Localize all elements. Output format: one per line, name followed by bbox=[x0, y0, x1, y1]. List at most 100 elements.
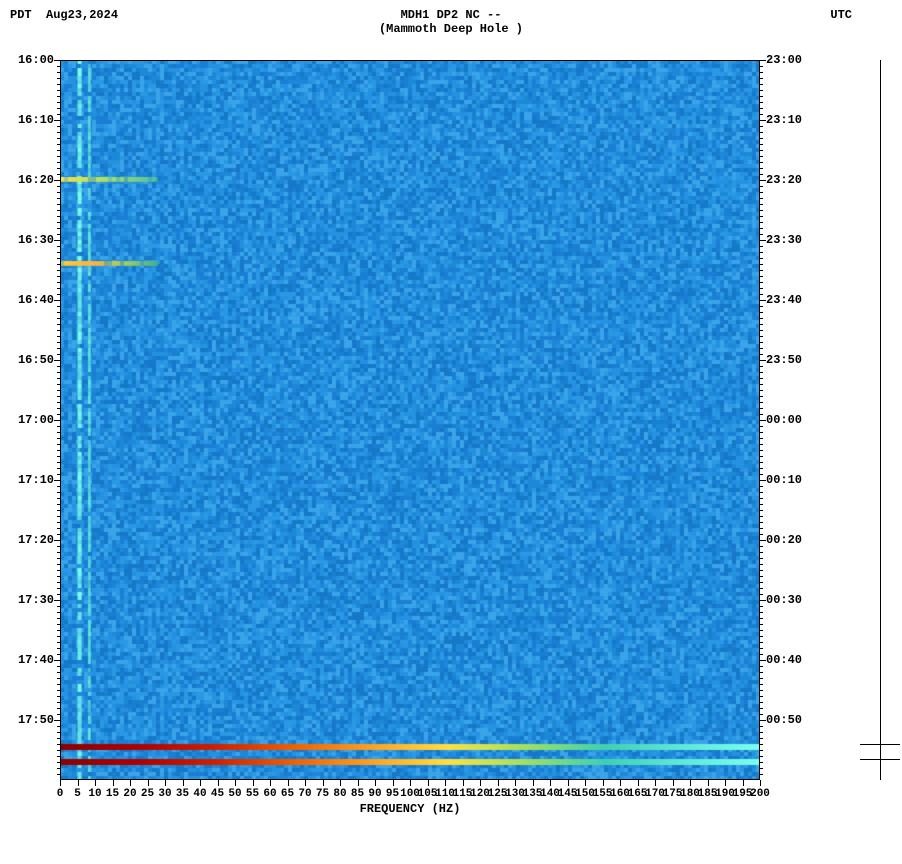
y-tick-minor bbox=[760, 768, 763, 769]
x-tick bbox=[480, 780, 481, 786]
y-tick-minor bbox=[760, 552, 763, 553]
x-tick bbox=[533, 780, 534, 786]
y-tick-minor bbox=[760, 276, 763, 277]
x-tick bbox=[760, 780, 761, 786]
y-tick-minor bbox=[760, 210, 763, 211]
y-tick-minor bbox=[760, 78, 763, 79]
subtitle: (Mammoth Deep Hole ) bbox=[0, 22, 902, 36]
x-tick bbox=[113, 780, 114, 786]
y-tick-minor bbox=[760, 636, 763, 637]
y-tick-minor bbox=[760, 564, 763, 565]
x-label: 85 bbox=[351, 788, 364, 800]
y-label-left: 17:50 bbox=[18, 713, 54, 727]
y-label-left: 16:00 bbox=[18, 53, 54, 67]
x-tick bbox=[585, 780, 586, 786]
y-tick-minor bbox=[760, 678, 763, 679]
y-tick-minor bbox=[760, 258, 763, 259]
y-tick-minor bbox=[760, 558, 763, 559]
y-tick-minor bbox=[760, 282, 763, 283]
x-tick bbox=[358, 780, 359, 786]
x-tick bbox=[165, 780, 166, 786]
y-tick-minor bbox=[760, 114, 763, 115]
y-tick-minor bbox=[760, 192, 763, 193]
x-label: 30 bbox=[158, 788, 171, 800]
x-tick bbox=[638, 780, 639, 786]
y-label-left: 17:20 bbox=[18, 533, 54, 547]
y-tick-minor bbox=[760, 186, 763, 187]
x-label: 45 bbox=[211, 788, 224, 800]
x-tick bbox=[498, 780, 499, 786]
y-label-left: 16:30 bbox=[18, 233, 54, 247]
y-tick-minor bbox=[760, 582, 763, 583]
y-tick-minor bbox=[760, 462, 763, 463]
y-label-left: 17:10 bbox=[18, 473, 54, 487]
y-label-left: 17:00 bbox=[18, 413, 54, 427]
y-label-right: 00:40 bbox=[766, 653, 802, 667]
y-tick-minor bbox=[760, 744, 763, 745]
x-label: 0 bbox=[57, 788, 64, 800]
y-tick-minor bbox=[760, 438, 763, 439]
y-tick-minor bbox=[760, 588, 763, 589]
x-tick bbox=[673, 780, 674, 786]
x-tick bbox=[200, 780, 201, 786]
x-tick bbox=[183, 780, 184, 786]
y-label-left: 16:20 bbox=[18, 173, 54, 187]
y-label-left: 16:40 bbox=[18, 293, 54, 307]
y-tick-minor bbox=[760, 222, 763, 223]
y-tick-minor bbox=[760, 288, 763, 289]
x-tick bbox=[270, 780, 271, 786]
y-label-right: 00:30 bbox=[766, 593, 802, 607]
y-tick-minor bbox=[760, 84, 763, 85]
x-tick bbox=[288, 780, 289, 786]
x-tick bbox=[218, 780, 219, 786]
y-tick-minor bbox=[760, 486, 763, 487]
y-tick-minor bbox=[760, 144, 763, 145]
y-label-left: 16:50 bbox=[18, 353, 54, 367]
x-label: 25 bbox=[141, 788, 154, 800]
x-tick bbox=[340, 780, 341, 786]
x-label: 15 bbox=[106, 788, 119, 800]
x-tick bbox=[410, 780, 411, 786]
x-tick bbox=[725, 780, 726, 786]
y-tick-minor bbox=[760, 732, 763, 733]
x-label: 80 bbox=[333, 788, 346, 800]
y-label-right: 00:00 bbox=[766, 413, 802, 427]
tz-right-label: UTC bbox=[830, 8, 852, 22]
y-tick-minor bbox=[760, 390, 763, 391]
y-label-right: 23:20 bbox=[766, 173, 802, 187]
y-tick-minor bbox=[760, 696, 763, 697]
y-tick-minor bbox=[760, 408, 763, 409]
y-tick-minor bbox=[760, 108, 763, 109]
x-label: 65 bbox=[281, 788, 294, 800]
y-tick-minor bbox=[760, 468, 763, 469]
x-tick bbox=[690, 780, 691, 786]
y-tick-minor bbox=[760, 414, 763, 415]
x-label: 50 bbox=[228, 788, 241, 800]
y-label-right: 00:50 bbox=[766, 713, 802, 727]
y-label-right: 23:10 bbox=[766, 113, 802, 127]
y-label-left: 17:30 bbox=[18, 593, 54, 607]
x-tick bbox=[550, 780, 551, 786]
y-tick-minor bbox=[760, 294, 763, 295]
y-tick-minor bbox=[760, 690, 763, 691]
x-label: 70 bbox=[298, 788, 311, 800]
spectrogram-plot bbox=[60, 60, 760, 780]
y-tick-minor bbox=[760, 570, 763, 571]
y-tick-minor bbox=[760, 66, 763, 67]
x-label: 20 bbox=[123, 788, 136, 800]
y-tick-minor bbox=[760, 456, 763, 457]
x-tick bbox=[148, 780, 149, 786]
y-tick-minor bbox=[760, 204, 763, 205]
y-tick-minor bbox=[760, 756, 763, 757]
y-tick-minor bbox=[760, 354, 763, 355]
x-tick bbox=[95, 780, 96, 786]
x-tick bbox=[235, 780, 236, 786]
x-label: 35 bbox=[176, 788, 189, 800]
y-tick-minor bbox=[760, 402, 763, 403]
y-tick-minor bbox=[760, 726, 763, 727]
y-tick-minor bbox=[760, 618, 763, 619]
y-tick-minor bbox=[760, 306, 763, 307]
y-tick-minor bbox=[760, 702, 763, 703]
x-tick bbox=[463, 780, 464, 786]
y-tick-minor bbox=[760, 624, 763, 625]
